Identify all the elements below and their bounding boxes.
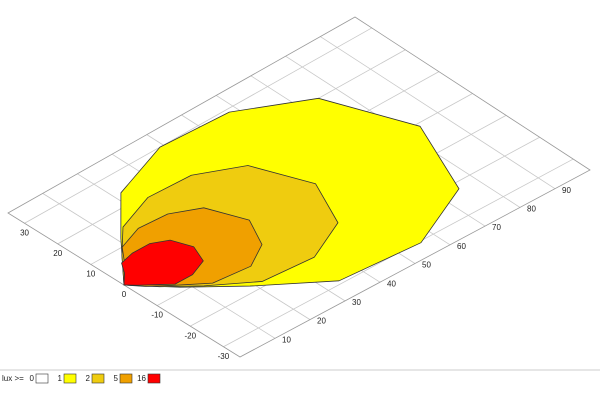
legend-label: 0: [30, 374, 35, 383]
legend-swatch: [35, 373, 49, 384]
x-tick-label: 10: [282, 335, 291, 344]
y-tick-label: 30: [20, 228, 29, 237]
plane-border: [7, 16, 591, 358]
x-tick-label: 30: [352, 298, 361, 307]
x-tick-label: 20: [317, 317, 326, 326]
legend-swatch: [147, 373, 161, 384]
legend-label: 1: [58, 374, 63, 383]
y-tick-label: 10: [86, 270, 95, 279]
grid-line: [24, 27, 372, 224]
legend-swatch: [91, 373, 105, 384]
legend-title: lux >=: [2, 374, 24, 383]
x-tick-label: 80: [527, 205, 536, 214]
legend-swatch: [63, 373, 77, 384]
x-tick-label: 70: [492, 223, 501, 232]
legend-label: 16: [137, 374, 146, 383]
x-tick-label: 90: [562, 186, 571, 195]
y-tick-label: 20: [53, 249, 62, 258]
legend-swatch: [119, 373, 133, 384]
x-tick-label: 40: [387, 279, 396, 288]
y-tick-label: -30: [218, 352, 230, 361]
legend-label: 2: [86, 374, 91, 383]
isolux-contour: [121, 239, 204, 286]
x-tick-label: 50: [422, 261, 431, 270]
y-tick-label: -20: [185, 331, 197, 340]
x-tick-label: 60: [457, 242, 466, 251]
y-tick-label: 0: [122, 290, 127, 299]
legend-label: 5: [114, 374, 119, 383]
y-tick-label: -10: [151, 311, 163, 320]
